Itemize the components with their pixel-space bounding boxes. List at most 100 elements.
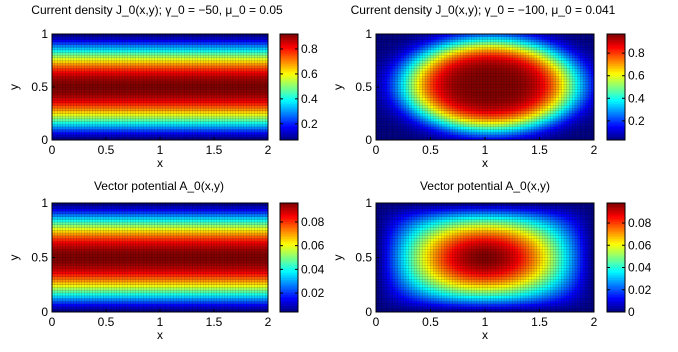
heatmap-cell [482, 97, 486, 101]
heatmap-cell [203, 113, 207, 117]
heatmap-cell [419, 87, 423, 90]
heatmap-cell [479, 137, 483, 141]
heatmap-cell [265, 71, 269, 74]
heatmap-cell [168, 36, 172, 40]
heatmap-cell [414, 102, 418, 106]
heatmap-cell [219, 134, 223, 138]
heatmap-cell [230, 49, 234, 53]
heatmap-cell [403, 132, 407, 135]
heatmap-cell [227, 105, 231, 109]
heatmap-cell [189, 132, 193, 135]
heatmap-cell [408, 65, 412, 69]
heatmap-cell [176, 34, 180, 37]
heatmap-cell [457, 57, 461, 61]
heatmap-cell [214, 65, 217, 69]
heatmap-cell [444, 87, 448, 90]
heatmap-cell [184, 116, 188, 120]
heatmap-cell [249, 73, 253, 77]
heatmap-cell [87, 39, 91, 43]
heatmap-cell [425, 57, 429, 61]
heatmap-cell [465, 84, 469, 88]
heatmap-cell [235, 105, 239, 109]
heatmap-cell [146, 39, 150, 43]
heatmap-cell [433, 55, 437, 59]
heatmap-cell [232, 36, 236, 40]
heatmap-cell [119, 76, 123, 80]
heatmap-cell [395, 65, 399, 69]
heatmap-cell [254, 108, 258, 112]
heatmap-cell [400, 57, 404, 61]
heatmap-cell [219, 81, 223, 85]
heatmap-cell [224, 113, 228, 117]
heatmap-cell [81, 47, 85, 51]
heatmap-cell [184, 34, 188, 37]
heatmap-cell [414, 121, 418, 125]
heatmap-cell [251, 47, 255, 51]
heatmap-cell [476, 134, 480, 138]
heatmap-cell [400, 76, 404, 80]
heatmap-cell [427, 36, 431, 40]
heatmap-cell [195, 52, 199, 56]
heatmap-cell [386, 55, 390, 59]
heatmap-cell [457, 81, 461, 85]
heatmap-cell [419, 108, 423, 112]
heatmap-cell [133, 55, 136, 59]
heatmap-cell [444, 97, 448, 101]
colorbar-segment [280, 35, 298, 38]
heatmap-cell [411, 100, 415, 104]
heatmap-cell [57, 55, 61, 59]
heatmap-cell [87, 108, 91, 112]
heatmap-cell [216, 49, 220, 53]
heatmap-cell [135, 41, 139, 45]
heatmap-cell [235, 124, 239, 127]
heatmap-cell [397, 60, 401, 64]
heatmap-cell [65, 65, 69, 69]
heatmap-cell [203, 132, 207, 135]
heatmap-cell [162, 55, 166, 59]
heatmap-cell [62, 63, 66, 67]
heatmap-cell [170, 134, 174, 138]
heatmap-cell [87, 124, 91, 127]
heatmap-cell [455, 44, 458, 48]
heatmap-cell [146, 63, 150, 67]
heatmap-cell [106, 41, 109, 45]
heatmap-cell [127, 57, 131, 61]
heatmap-cell [157, 47, 161, 51]
heatmap-cell [138, 39, 142, 43]
heatmap-cell [130, 81, 134, 85]
heatmap-cell [397, 63, 401, 67]
heatmap-cell [243, 116, 247, 120]
heatmap-cell [416, 60, 420, 64]
heatmap-cell [265, 87, 269, 90]
heatmap-cell [441, 132, 445, 135]
heatmap-cell [216, 89, 220, 93]
heatmap-cell [208, 116, 212, 120]
heatmap-cell [414, 100, 418, 104]
heatmap-cell [208, 105, 212, 109]
heatmap-cell [168, 118, 172, 122]
heatmap-cell [425, 68, 429, 72]
heatmap-cell [230, 63, 234, 67]
heatmap-cell [176, 94, 180, 98]
heatmap-cell [235, 113, 239, 117]
heatmap-cell [119, 113, 123, 117]
heatmap-cell [457, 36, 461, 40]
heatmap-cell [479, 71, 483, 74]
heatmap-cell [430, 49, 434, 53]
heatmap-cell [87, 134, 91, 138]
heatmap-cell [92, 110, 96, 114]
heatmap-cell [224, 68, 228, 72]
heatmap-cell [411, 97, 415, 101]
heatmap-cell [219, 121, 223, 125]
heatmap-cell [232, 79, 236, 82]
heatmap-cell [57, 73, 61, 77]
heatmap-cell [438, 113, 442, 117]
heatmap-cell [259, 126, 263, 130]
heatmap-cell [433, 116, 437, 120]
heatmap-cell [395, 41, 399, 45]
heatmap-cells [52, 34, 269, 141]
heatmap-cell [262, 113, 266, 117]
heatmap-cell [230, 81, 234, 85]
heatmap-cell [187, 47, 190, 51]
